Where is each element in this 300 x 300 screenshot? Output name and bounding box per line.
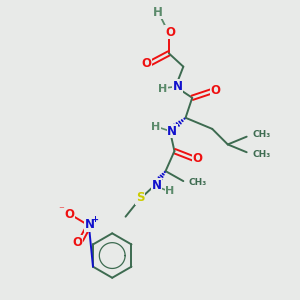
Text: O: O (73, 236, 83, 249)
Text: S: S (136, 191, 144, 204)
Text: N: N (152, 179, 162, 192)
Text: ⁻: ⁻ (58, 205, 64, 215)
Text: CH₃: CH₃ (252, 150, 271, 159)
Text: CH₃: CH₃ (189, 178, 207, 187)
Text: O: O (64, 208, 74, 221)
Text: +: + (91, 215, 98, 224)
Text: N: N (173, 80, 183, 93)
Text: CH₃: CH₃ (252, 130, 271, 139)
Text: O: O (165, 26, 175, 39)
Text: H: H (151, 122, 160, 132)
Text: H: H (153, 6, 163, 19)
Text: H: H (165, 186, 175, 196)
Text: H: H (158, 84, 167, 94)
Text: N: N (167, 124, 177, 138)
Text: O: O (193, 152, 203, 165)
Text: N: N (85, 218, 95, 231)
Text: O: O (142, 57, 152, 70)
Text: O: O (211, 83, 220, 97)
